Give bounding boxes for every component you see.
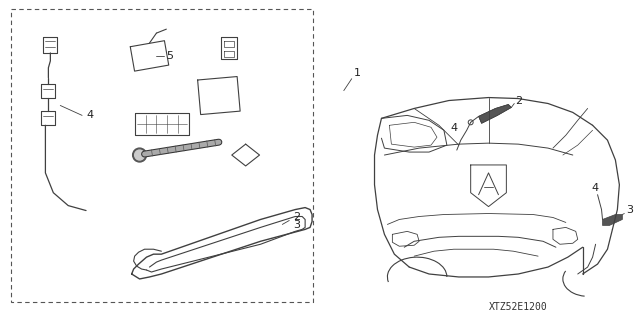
Bar [11,9,313,302]
Text: 4: 4 [591,183,598,193]
Text: XTZ52E1200: XTZ52E1200 [489,302,548,312]
Circle shape [132,148,147,162]
Text: 5: 5 [166,51,173,61]
Text: 2: 2 [293,212,300,222]
Polygon shape [602,214,622,226]
Text: 1: 1 [354,68,361,78]
Text: 4: 4 [451,123,458,133]
Text: 3: 3 [293,220,300,230]
Polygon shape [479,105,511,123]
Text: 2: 2 [515,95,522,106]
Text: 3: 3 [626,204,633,215]
Text: 4: 4 [86,110,93,120]
Circle shape [134,150,145,160]
